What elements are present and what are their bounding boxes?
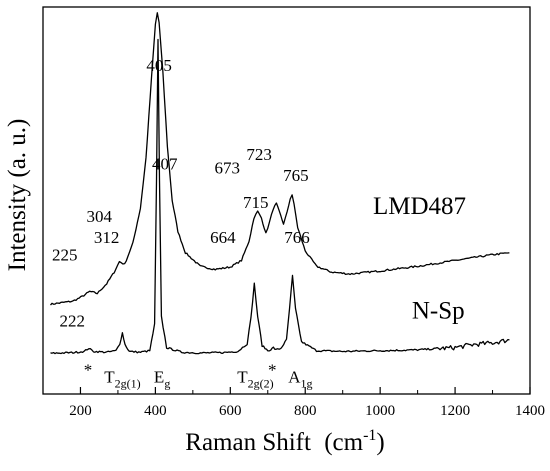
series-line-lmd487: [50, 12, 510, 306]
peak-label: 304: [86, 207, 112, 226]
x-axis-unit-base: cm: [333, 429, 364, 456]
series-layer: [50, 12, 510, 355]
peak-label: 225: [52, 245, 78, 264]
peak-label: 405: [146, 56, 172, 75]
x-tick-label: 1400: [515, 403, 545, 419]
mode-labels: * T2g(1) Eg T2g(2)* A1g: [84, 360, 313, 390]
x-axis-title: Raman Shift (cm-1): [185, 427, 384, 456]
series-name-label: LMD487: [373, 193, 466, 220]
series-name-label: N-Sp: [412, 298, 465, 325]
x-axis-label: Raman Shift: [185, 429, 311, 456]
peak-label: 766: [284, 228, 310, 247]
plot-frame: [42, 6, 531, 395]
mode-label: T2g(2): [237, 367, 273, 390]
y-axis-title: Intensity (a. u.): [4, 119, 31, 272]
x-axis-ticks: 200 400 600 800 1000 1200 1400: [69, 387, 545, 419]
mode-label: A1g: [288, 367, 312, 390]
x-tick-label: 1000: [365, 403, 395, 419]
x-tick-label: 400: [144, 403, 167, 419]
series-labels: LMD487 N-Sp: [373, 193, 466, 324]
peak-label: 407: [152, 155, 178, 174]
x-tick-label: 800: [294, 403, 317, 419]
mode-label: *: [268, 360, 277, 379]
peak-label: 723: [246, 145, 272, 164]
peak-label: 765: [283, 166, 309, 185]
mode-label: Eg: [154, 367, 170, 390]
mode-label: T2g(1): [104, 367, 140, 390]
x-tick-label: 1200: [440, 403, 470, 419]
peak-label: 222: [59, 311, 85, 330]
series-line-n-sp: [50, 38, 510, 355]
peak-label: 664: [210, 228, 236, 247]
x-axis-unit-exp: -1: [363, 427, 376, 444]
x-tick-label: 600: [219, 403, 242, 419]
peak-annotations: 405 304 225 673 723 765 407 312 222 664 715 766: [52, 56, 310, 330]
peak-label: 715: [243, 193, 269, 212]
plot-border: [42, 6, 531, 395]
x-tick-label: 200: [69, 403, 92, 419]
peak-label: 673: [215, 158, 241, 177]
peak-label: 312: [94, 228, 120, 247]
mode-label: *: [84, 360, 93, 379]
